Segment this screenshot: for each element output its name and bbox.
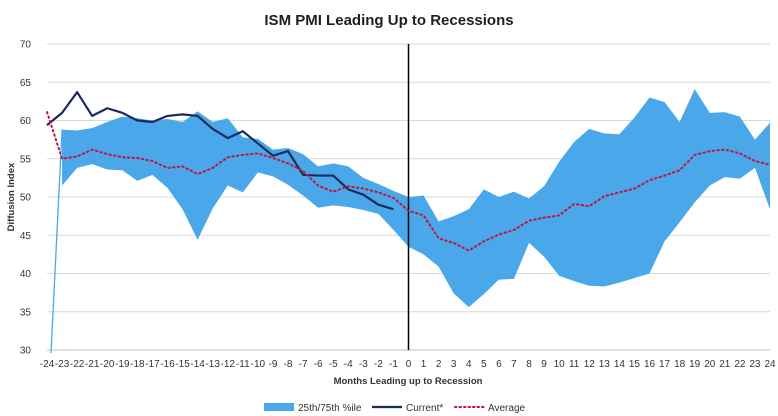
x-tick-19: 19 [689, 359, 701, 370]
y-tick-30: 30 [20, 346, 32, 357]
x-tick--19: -19 [115, 359, 130, 370]
x-tick-2: 2 [436, 359, 442, 370]
series-average [46, 111, 771, 252]
chart-title: ISM PMI Leading Up to Recessions [264, 12, 513, 29]
x-tick-9: 9 [541, 359, 547, 370]
x-tick--20: -20 [100, 359, 115, 370]
x-tick--1: -1 [389, 359, 398, 370]
x-tick--7: -7 [299, 359, 308, 370]
y-tick-50: 50 [20, 193, 32, 204]
x-tick-16: 16 [644, 359, 656, 370]
series-current [46, 91, 394, 211]
legend-current-label: Current* [406, 403, 443, 414]
x-tick-14: 14 [614, 359, 626, 370]
plot-area [46, 44, 771, 354]
x-tick--5: -5 [329, 359, 338, 370]
x-tick-11: 11 [569, 359, 580, 370]
x-tick-18: 18 [674, 359, 686, 370]
x-axis-ticks: -24 -23 -22 -21 -20 -19 -18 -17 -16 -15 -14 -13 -12-… [40, 359, 776, 370]
y-tick-40: 40 [20, 269, 32, 280]
x-tick--17: -17 [145, 359, 160, 370]
y-axis-label: Diffusion Index [6, 162, 17, 231]
x-tick-22: 22 [734, 359, 746, 370]
legend-average-label: Average [488, 403, 526, 414]
x-tick--18: -18 [130, 359, 145, 370]
x-tick--13: -13 [205, 359, 220, 370]
y-axis-ticks: 30 35 40 45 50 55 60 65 70 [20, 40, 32, 357]
x-tick-17: 17 [659, 359, 671, 370]
x-tick--21: -21 [85, 359, 100, 370]
legend: 25th/75th %ile Current* Average [264, 403, 526, 414]
x-axis-label: Months Leading up to Recession [334, 376, 483, 387]
x-tick--23: -23 [55, 359, 70, 370]
x-tick-8: 8 [526, 359, 532, 370]
x-tick--8: -8 [284, 359, 293, 370]
band-25-75 [62, 89, 770, 308]
x-tick-23: 23 [749, 359, 761, 370]
x-tick-13: 13 [599, 359, 611, 370]
x-tick-3: 3 [451, 359, 457, 370]
x-tick-12: 12 [584, 359, 596, 370]
y-tick-70: 70 [20, 40, 32, 51]
x-tick--14: -14 [190, 359, 205, 370]
x-tick-6: 6 [496, 359, 502, 370]
x-tick-4: 4 [466, 359, 472, 370]
legend-band-swatch [264, 403, 294, 411]
x-tick-15: 15 [629, 359, 641, 370]
x-tick--9: -9 [268, 359, 277, 370]
x-tick-1: 1 [421, 359, 427, 370]
x-tick--24: -24 [40, 359, 55, 370]
x-tick--3: -3 [359, 359, 368, 370]
x-tick-5: 5 [481, 359, 487, 370]
x-tick--15: -15 [175, 359, 190, 370]
y-tick-60: 60 [20, 116, 32, 127]
x-tick-10: 10 [554, 359, 566, 370]
legend-band-label: 25th/75th %ile [298, 403, 362, 414]
x-tick--11: -11 [236, 359, 250, 370]
y-tick-65: 65 [20, 78, 32, 89]
x-tick--12: -12 [221, 359, 236, 370]
x-tick-24: 24 [764, 359, 776, 370]
x-tick-0: 0 [406, 359, 412, 370]
y-tick-45: 45 [20, 231, 32, 242]
x-tick-20: 20 [704, 359, 716, 370]
x-tick--6: -6 [314, 359, 323, 370]
x-tick-7: 7 [511, 359, 517, 370]
y-tick-35: 35 [20, 307, 32, 318]
x-tick--2: -2 [374, 359, 383, 370]
y-tick-55: 55 [20, 154, 32, 165]
x-tick--4: -4 [344, 359, 353, 370]
x-tick--10: -10 [251, 359, 266, 370]
x-tick-21: 21 [719, 359, 731, 370]
band-spike [50, 129, 63, 354]
x-tick--22: -22 [70, 359, 85, 370]
x-tick--16: -16 [160, 359, 175, 370]
